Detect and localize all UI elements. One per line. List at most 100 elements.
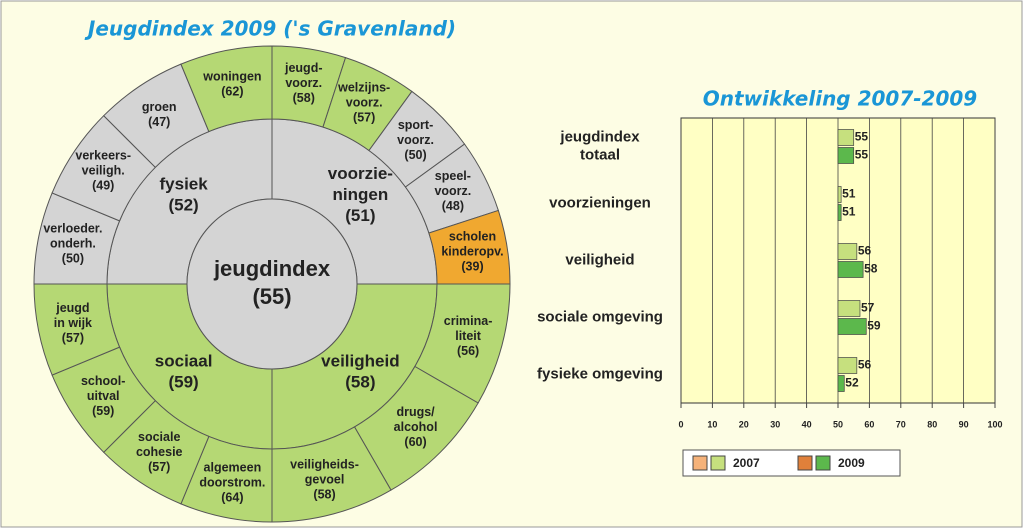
category-label: fysieke omgeving xyxy=(537,365,663,382)
segment-label: cohesie xyxy=(136,445,183,459)
segment-label: veiligh. xyxy=(82,164,125,178)
segment-value: (47) xyxy=(148,115,170,129)
segment-value: (56) xyxy=(457,344,479,358)
segment-value: (64) xyxy=(221,490,243,504)
segment-label: sociale xyxy=(138,430,180,444)
segment-label: uitval xyxy=(87,389,120,403)
segment-label: gevoel xyxy=(305,472,345,486)
x-tick-label: 0 xyxy=(678,419,683,429)
segment-value: (57) xyxy=(62,331,84,345)
leaf-segment xyxy=(33,283,121,376)
bar xyxy=(837,204,842,221)
value-label: 59 xyxy=(867,319,881,333)
segment-value: (58) xyxy=(345,372,375,391)
bar xyxy=(837,129,855,146)
x-tick-label: 70 xyxy=(896,419,906,429)
segment-label: scholen xyxy=(449,230,496,244)
center-circle xyxy=(186,198,358,370)
x-tick-label: 100 xyxy=(987,419,1002,429)
segment-value: (39) xyxy=(461,260,483,274)
category-label: sociale omgeving xyxy=(537,308,663,325)
legend-label: 2009 xyxy=(838,456,865,470)
segment-value: (60) xyxy=(404,435,426,449)
segment-label: crimina- xyxy=(444,314,493,328)
legend-swatch xyxy=(797,455,813,471)
segment-label: in wijk xyxy=(54,316,92,330)
x-tick-label: 90 xyxy=(959,419,969,429)
segment-value: (51) xyxy=(345,206,375,225)
segment-value: (48) xyxy=(442,199,464,213)
segment-label: fysiek xyxy=(160,175,209,194)
value-label: 55 xyxy=(855,148,869,162)
segment-label: voorz. xyxy=(285,76,322,90)
bar xyxy=(837,243,858,260)
x-tick-label: 10 xyxy=(707,419,717,429)
segment-label: jeugd xyxy=(55,301,89,315)
category-label: veiligheid xyxy=(565,251,634,268)
segment-label: verloeder. xyxy=(43,222,102,236)
segment-value: (62) xyxy=(221,85,243,99)
segment-label: kinderopv. xyxy=(441,245,503,259)
bar xyxy=(837,186,842,203)
x-tick-label: 60 xyxy=(864,419,874,429)
segment-label: jeugd- xyxy=(284,61,323,75)
segment-label: doorstrom. xyxy=(199,475,265,489)
bar-title: Ontwikkeling 2007-2009 xyxy=(703,87,978,111)
value-label: 56 xyxy=(858,358,872,372)
category-label: jeugdindex xyxy=(559,128,640,145)
category-label: totaal xyxy=(580,146,620,163)
segment-label: alcohol xyxy=(394,420,438,434)
x-tick-label: 20 xyxy=(739,419,749,429)
segment-label: onderh. xyxy=(50,237,96,251)
segment-value: (57) xyxy=(353,110,375,124)
value-label: 57 xyxy=(861,301,875,315)
bar xyxy=(837,375,845,392)
segment-label: sociaal xyxy=(155,351,213,370)
segment-label: verkeers- xyxy=(75,149,131,163)
segment-label: speel- xyxy=(435,169,471,183)
value-label: 52 xyxy=(845,376,859,390)
segment-label: sport- xyxy=(398,118,433,132)
segment-label: voorz. xyxy=(397,133,434,147)
value-label: 55 xyxy=(855,130,869,144)
segment-label: veiligheid xyxy=(321,351,399,370)
segment-label: woningen xyxy=(202,70,261,84)
bar xyxy=(837,300,861,317)
segment-label: school- xyxy=(81,374,125,388)
segment-label: voorz. xyxy=(434,184,471,198)
bar xyxy=(837,357,858,374)
segment-label: liteit xyxy=(455,329,482,343)
segment-value: (49) xyxy=(92,179,114,193)
category-label: voorzieningen xyxy=(549,194,651,211)
x-tick-label: 30 xyxy=(770,419,780,429)
segment-value: (58) xyxy=(293,91,315,105)
bar xyxy=(837,147,855,164)
legend-swatch xyxy=(692,455,708,471)
value-label: 58 xyxy=(864,262,878,276)
value-label: 51 xyxy=(842,187,856,201)
segment-label: drugs/ xyxy=(396,405,435,419)
segment-label: ningen xyxy=(333,185,389,204)
value-label: 51 xyxy=(842,205,856,219)
segment-label: algemeen xyxy=(204,460,262,474)
segment-label: welzijns- xyxy=(337,80,390,94)
bar xyxy=(837,261,864,278)
sunburst-title: Jeugdindex 2009 ('s Gravenland) xyxy=(84,17,456,41)
segment-label: veiligheids- xyxy=(290,457,359,471)
segment-value: (55) xyxy=(252,284,291,309)
x-tick-label: 40 xyxy=(802,419,812,429)
x-tick-label: 50 xyxy=(833,419,843,429)
legend-swatch xyxy=(815,455,831,471)
segment-value: (59) xyxy=(168,372,198,391)
segment-value: (58) xyxy=(313,487,335,501)
segment-value: (59) xyxy=(92,404,114,418)
legend-swatch xyxy=(710,455,726,471)
segment-value: (52) xyxy=(168,196,198,215)
segment-label: groen xyxy=(142,100,177,114)
value-label: 56 xyxy=(858,244,872,258)
segment-value: (50) xyxy=(62,252,84,266)
segment-value: (57) xyxy=(148,460,170,474)
legend-label: 2007 xyxy=(733,456,760,470)
segment-label: jeugdindex xyxy=(213,256,331,281)
